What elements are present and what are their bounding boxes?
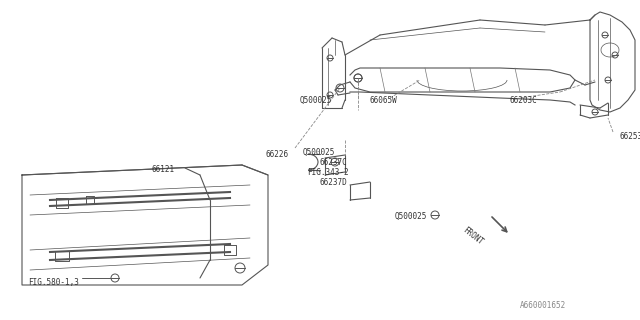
Text: Q500025: Q500025 — [395, 212, 428, 221]
Text: 66237C: 66237C — [320, 158, 348, 167]
Text: FIG.343-2: FIG.343-2 — [307, 168, 349, 177]
Text: Q500025: Q500025 — [303, 148, 335, 157]
Text: Q500025: Q500025 — [300, 96, 332, 105]
Text: 66253C: 66253C — [620, 132, 640, 141]
Text: 66203C: 66203C — [510, 96, 538, 105]
Text: 66121: 66121 — [152, 165, 175, 174]
Text: 66065W: 66065W — [370, 96, 397, 105]
Text: 66237D: 66237D — [320, 178, 348, 187]
Text: 66226: 66226 — [265, 150, 288, 159]
Text: A660001652: A660001652 — [520, 301, 566, 310]
Text: FRONT: FRONT — [460, 225, 484, 246]
Text: FIG.580-1,3: FIG.580-1,3 — [28, 278, 79, 287]
